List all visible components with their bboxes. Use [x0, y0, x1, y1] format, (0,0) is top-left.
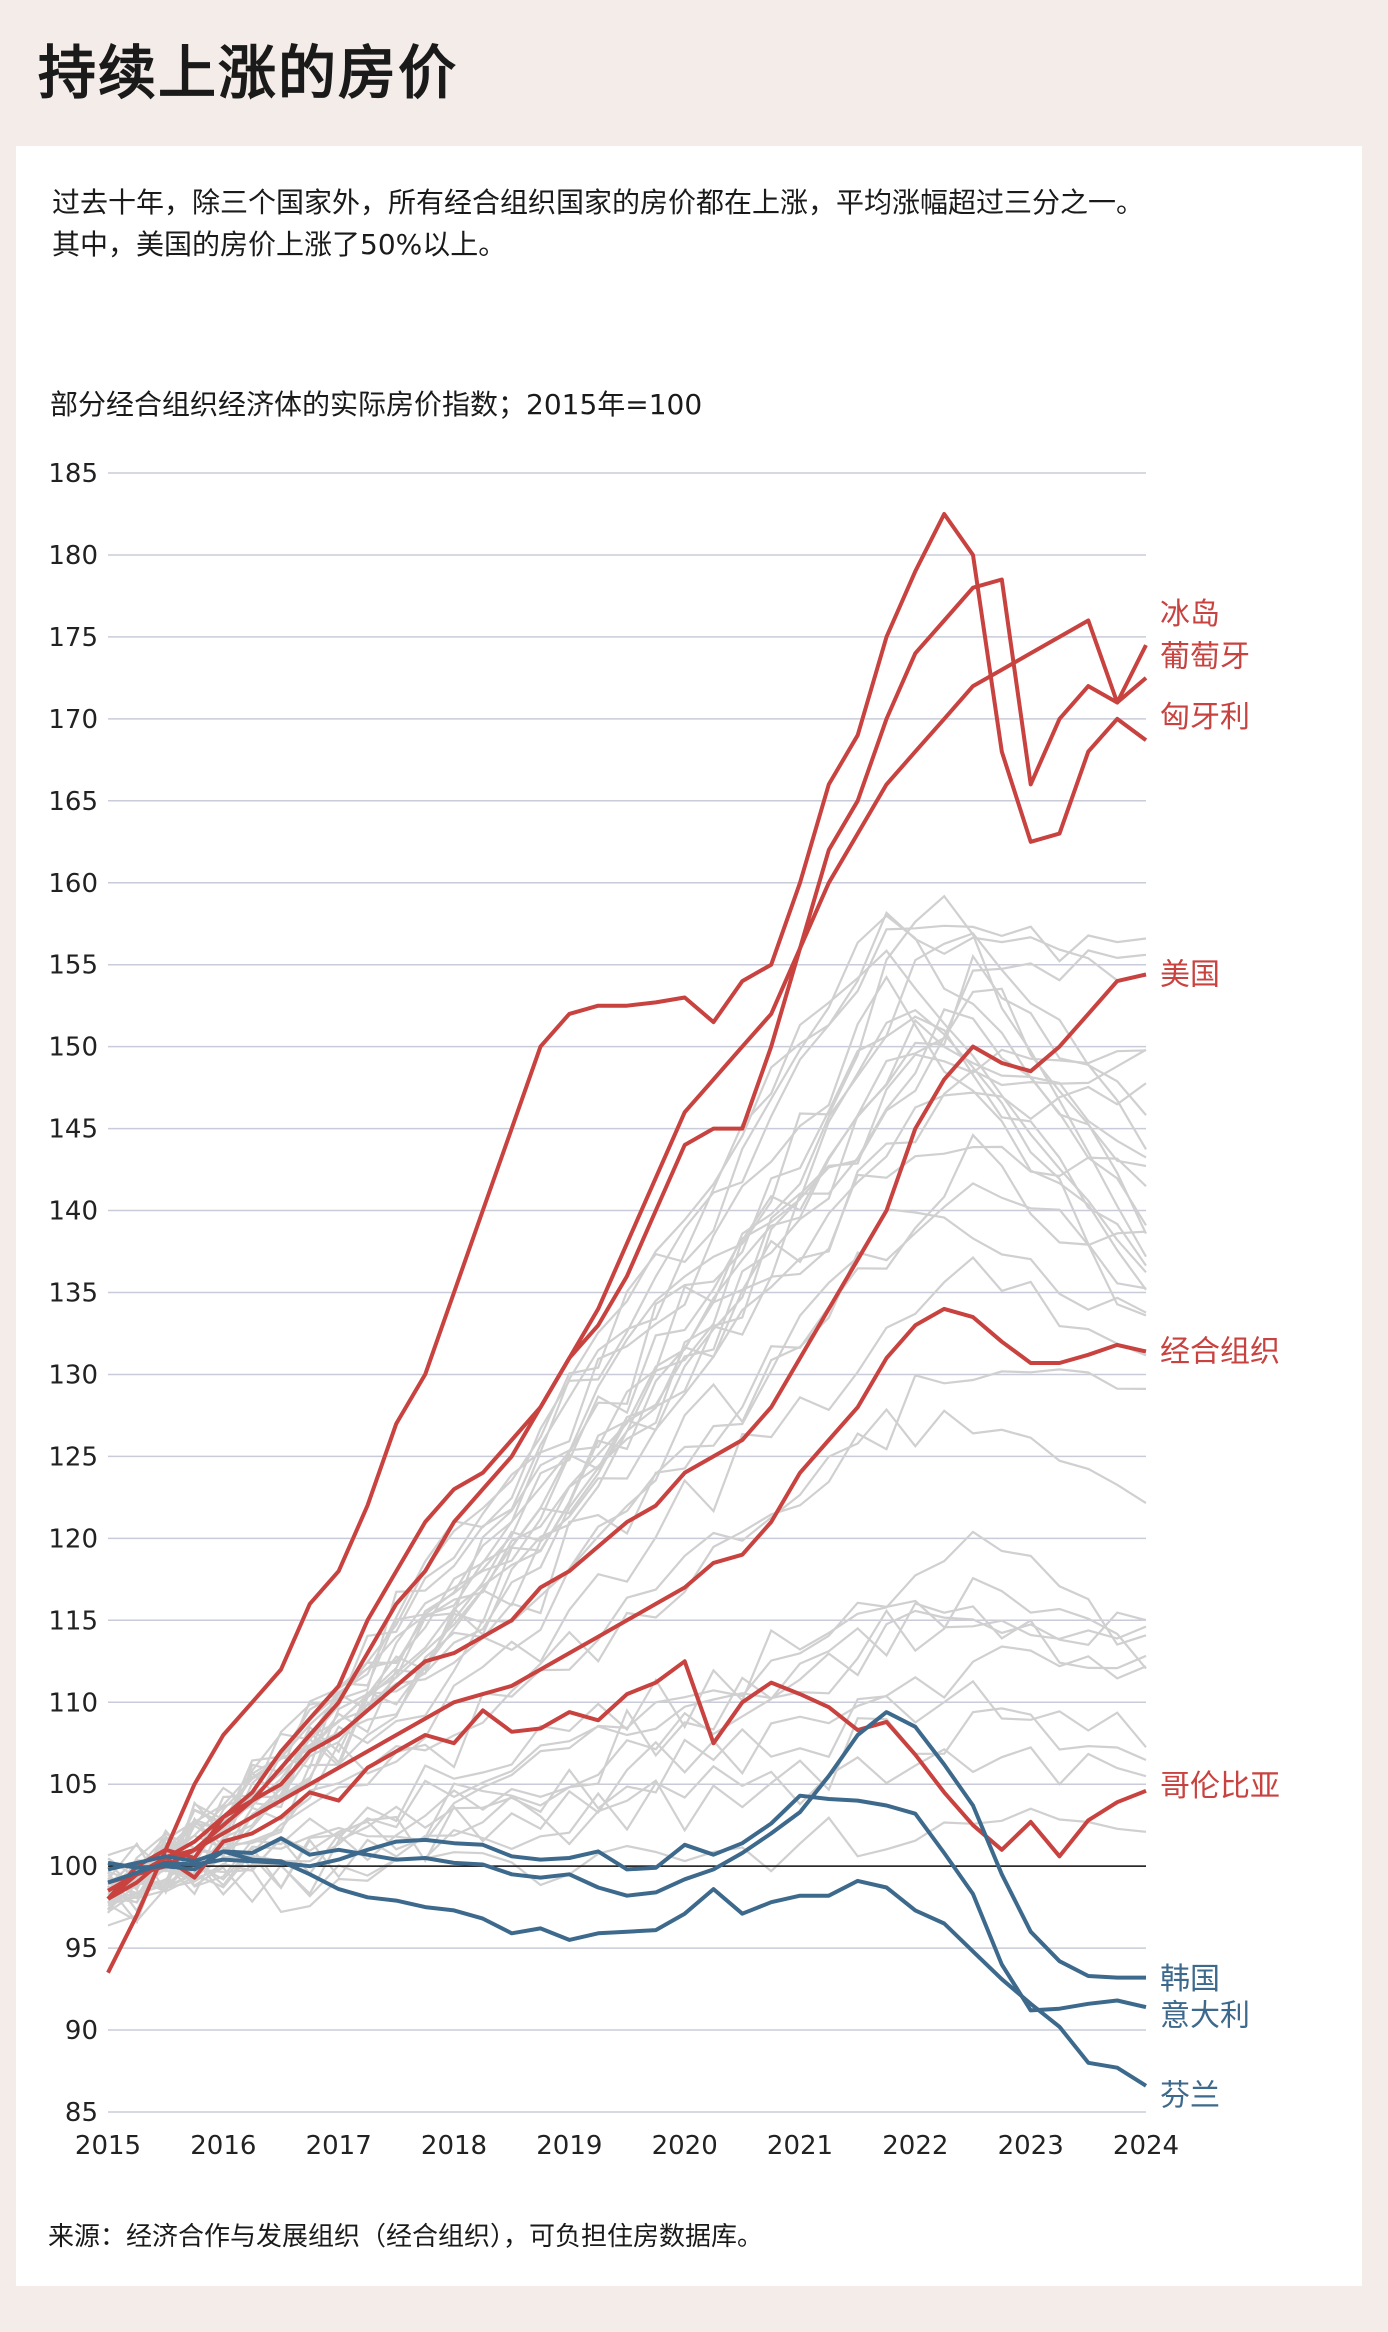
background-series-line [107, 894, 1147, 1904]
y-tick-label: 120 [48, 1524, 98, 1554]
y-tick-label: 100 [48, 1852, 98, 1882]
background-series-line [107, 1368, 1147, 1913]
series-label-韩国: 韩国 [1160, 1962, 1220, 1997]
background-series-line [107, 914, 1147, 1886]
background-series-line [107, 910, 1147, 1895]
x-tick-label: 2024 [1113, 2131, 1179, 2161]
background-series-line [107, 1145, 1147, 1890]
x-tick-label: 2019 [536, 2131, 602, 2161]
y-tick-label: 85 [65, 2098, 98, 2128]
series-line-匈牙利 [106, 512, 1148, 1974]
background-series-line [107, 1599, 1147, 1896]
description-line-2: 其中，美国的房价上涨了50%以上。 [52, 228, 507, 261]
chart-title: 部分经合组织经济体的实际房价指数；2015年=100 [50, 388, 703, 421]
series-line-芬兰 [107, 1710, 1146, 1980]
series-label-哥伦比亚: 哥伦比亚 [1160, 1769, 1280, 1804]
y-tick-label: 135 [48, 1279, 98, 1309]
series-line-冰岛 [106, 577, 1148, 1901]
description-line-1: 过去十年，除三个国家外，所有经合组织国家的房价都在上涨，平均涨幅超过三分之一。 [52, 186, 1145, 219]
background-series-line [107, 953, 1147, 1911]
background-series-line [107, 1746, 1147, 1914]
series-label-冰岛: 冰岛 [1160, 597, 1220, 632]
background-series-line [107, 1048, 1147, 1911]
y-tick-label: 125 [48, 1442, 98, 1472]
series-label-美国: 美国 [1160, 958, 1220, 993]
x-tick-label: 2015 [75, 2131, 141, 2161]
background-series-line [107, 1015, 1147, 1911]
series-label-经合组织: 经合组织 [1160, 1335, 1280, 1370]
background-series-line [107, 1008, 1147, 1886]
y-tick-label: 180 [48, 541, 98, 571]
x-tick-label: 2023 [998, 2131, 1064, 2161]
y-tick-label: 185 [48, 459, 98, 489]
series-line-意大利 [107, 1849, 1148, 2088]
background-series-line [107, 1255, 1147, 1895]
background-series-line [107, 1530, 1147, 1890]
x-tick-label: 2018 [421, 2131, 487, 2161]
series-line-哥伦比亚 [106, 1659, 1147, 1901]
x-axis-labels: 2015 2016 2017 2018 2019 2020 2021 2022 2023 2024 [75, 2131, 1179, 2161]
series-line-经合组织 [107, 1306, 1147, 1885]
x-tick-label: 2020 [652, 2131, 718, 2161]
y-axis-labels: 85 90 95 100 105 110 115 120 125 130 135 140 145 150 1… [48, 459, 98, 2128]
background-series-line [107, 1609, 1147, 1914]
y-tick-label: 175 [48, 623, 98, 653]
background-series-line [107, 949, 1147, 1927]
y-tick-label: 110 [48, 1688, 98, 1718]
y-tick-label: 140 [48, 1197, 98, 1227]
y-tick-label: 90 [65, 2016, 98, 2046]
background-series-line [107, 987, 1147, 1882]
chart-description: 过去十年，除三个国家外，所有经合组织国家的房价都在上涨，平均涨幅超过三分之一。 … [52, 182, 1352, 266]
series-line-葡萄牙 [107, 618, 1148, 1901]
background-series [107, 894, 1147, 1927]
y-tick-label: 105 [48, 1770, 98, 1800]
background-series-line [107, 1133, 1147, 1891]
series-label-葡萄牙: 葡萄牙 [1160, 640, 1250, 675]
series-label-匈牙利: 匈牙利 [1160, 700, 1250, 735]
x-tick-label: 2021 [767, 2131, 833, 2161]
x-tick-label: 2017 [306, 2131, 372, 2161]
y-tick-label: 170 [48, 705, 98, 735]
y-tick-label: 165 [48, 787, 98, 817]
highlighted-series [106, 512, 1148, 2088]
chart-card: 过去十年，除三个国家外，所有经合组织国家的房价都在上涨，平均涨幅超过三分之一。 … [16, 146, 1362, 2286]
y-tick-label: 155 [48, 951, 98, 981]
y-tick-label: 150 [48, 1033, 98, 1063]
series-line-美国 [107, 972, 1147, 1893]
source-note: 来源：经济合作与发展组织（经合组织），可负担住房数据库。 [48, 2222, 764, 2252]
y-tick-label: 145 [48, 1115, 98, 1145]
y-tick-label: 115 [48, 1606, 98, 1636]
page-title: 持续上涨的房价 [38, 39, 459, 107]
x-tick-label: 2022 [882, 2131, 948, 2161]
y-tick-label: 160 [48, 869, 98, 899]
y-tick-label: 95 [65, 1934, 98, 1964]
line-chart: 85 90 95 100 105 110 115 120 125 130 135 140 145 150 1… [48, 459, 1280, 2161]
background-series-line [107, 1182, 1147, 1925]
x-tick-label: 2016 [190, 2131, 256, 2161]
background-series-line [107, 1407, 1147, 1923]
series-label-芬兰: 芬兰 [1160, 2079, 1220, 2114]
y-tick-label: 130 [48, 1360, 98, 1390]
background-series-line [107, 949, 1147, 1905]
series-label-意大利: 意大利 [1160, 1998, 1250, 2033]
